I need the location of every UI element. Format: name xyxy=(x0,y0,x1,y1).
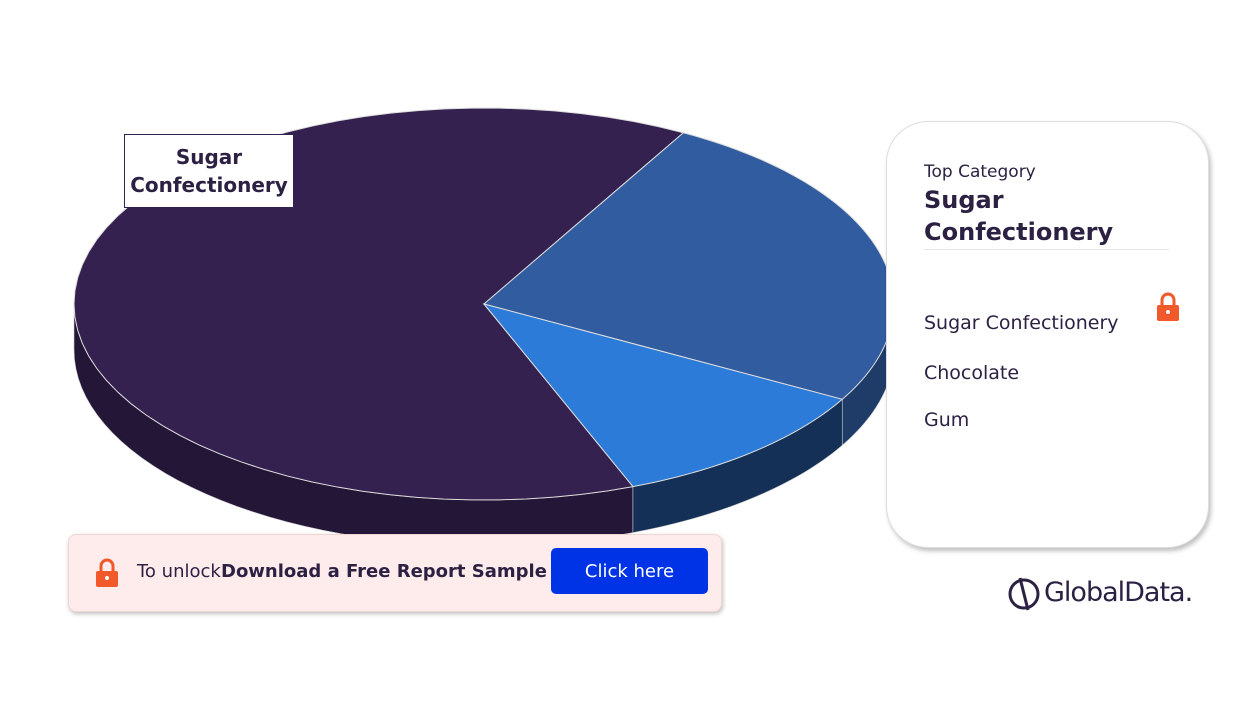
lock-icon xyxy=(96,558,118,587)
legend-entry: Chocolate xyxy=(924,362,1020,384)
legend-panel: Top Category Sugar Confectionery Sugar C… xyxy=(886,121,1209,548)
top-category-label: Top Category xyxy=(924,162,1036,182)
slice-callout: Sugar Confectionery xyxy=(124,134,294,208)
lock-icon xyxy=(1157,292,1179,321)
slice xyxy=(482,303,844,488)
divider xyxy=(924,249,1169,250)
unlock-text: To unlock xyxy=(137,561,221,582)
slice xyxy=(482,132,895,400)
top-category: Sugar Confectionery xyxy=(924,186,1114,246)
logo-icon xyxy=(1008,577,1040,611)
logo: GlobalData. xyxy=(1044,577,1193,608)
legend-entry: Sugar Confectionery xyxy=(924,312,1119,334)
unlock-banner: To unlock Download a Free Report Sample … xyxy=(68,534,722,612)
click-button[interactable]: Click here xyxy=(551,548,708,594)
legend-entry: Gum xyxy=(924,409,970,431)
unlock-cta: Download a Free Report Sample xyxy=(221,561,547,582)
